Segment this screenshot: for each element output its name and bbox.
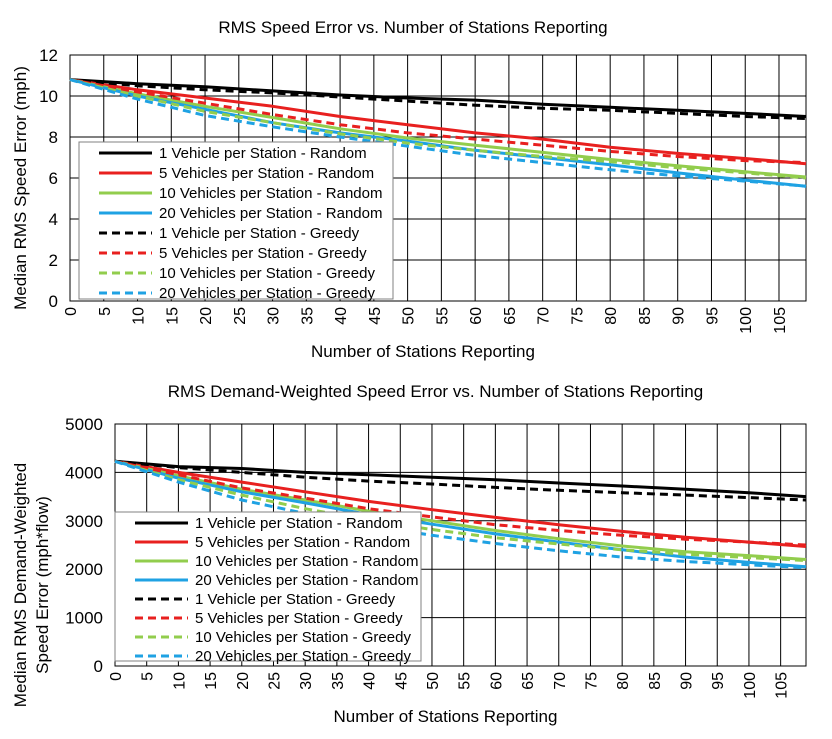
y-tick-label: 0: [49, 292, 58, 311]
x-tick-label: 10: [131, 307, 148, 325]
x-tick-label: 5: [140, 672, 157, 681]
x-axis-label: Number of Stations Reporting: [334, 707, 558, 726]
legend-label: 1 Vehicle per Station - Random: [159, 145, 367, 162]
x-tick-label: 65: [502, 307, 519, 325]
x-tick-label: 35: [330, 672, 347, 690]
series-line: [69, 78, 807, 118]
y-tick-label: 4: [49, 210, 58, 229]
x-tick-label: 45: [367, 307, 384, 325]
series-line: [69, 78, 807, 179]
x-tick-label: 15: [203, 672, 220, 690]
x-tick-label: 105: [772, 307, 789, 334]
x-tick-label: 95: [704, 307, 721, 325]
series-line: [114, 459, 807, 562]
x-tick-label: 10: [171, 672, 188, 690]
x-tick-label: 5: [97, 307, 114, 316]
series-line: [114, 459, 807, 570]
y-tick-label: 2000: [65, 560, 103, 579]
x-tick-label: 50: [401, 307, 418, 325]
series-line: [114, 459, 807, 569]
x-tick-label: 20: [235, 672, 252, 690]
x-tick-label: 0: [63, 307, 80, 316]
x-tick-label: 60: [468, 307, 485, 325]
x-tick-label: 85: [637, 307, 654, 325]
x-tick-label: 15: [164, 307, 181, 325]
legend-label: 10 Vehicles per Station - Random: [195, 553, 418, 570]
x-tick-label: 0: [108, 672, 125, 681]
x-tick-label: 35: [299, 307, 316, 325]
legend-label: 1 Vehicle per Station - Random: [195, 515, 403, 532]
x-tick-label: 80: [603, 307, 620, 325]
x-tick-label: 40: [362, 672, 379, 690]
y-axis-label: Speed Error (mph*flow): [33, 496, 52, 674]
legend-label: 20 Vehicles per Station - Random: [195, 572, 418, 589]
x-tick-label: 30: [266, 307, 283, 325]
x-tick-label: 100: [738, 307, 755, 334]
x-tick-label: 80: [615, 672, 632, 690]
x-tick-label: 55: [434, 307, 451, 325]
y-tick-label: 10: [39, 87, 58, 106]
y-tick-label: 2: [49, 251, 58, 270]
x-tick-label: 20: [198, 307, 215, 325]
series-line: [114, 459, 807, 548]
chart-title: RMS Demand-Weighted Speed Error vs. Numb…: [168, 382, 703, 401]
x-tick-label: 30: [298, 672, 315, 690]
legend-label: 20 Vehicles per Station - Greedy: [159, 285, 375, 302]
series-line: [114, 459, 807, 547]
x-tick-label: 65: [520, 672, 537, 690]
x-tick-label: 40: [333, 307, 350, 325]
y-tick-label: 12: [39, 46, 58, 65]
legend-label: 5 Vehicles per Station - Greedy: [159, 245, 367, 262]
x-tick-label: 90: [671, 307, 688, 325]
series-line: [114, 459, 807, 499]
y-tick-label: 6: [49, 169, 58, 188]
y-tick-label: 5000: [65, 415, 103, 434]
chart-title: RMS Speed Error vs. Number of Stations R…: [218, 18, 607, 37]
x-tick-label: 75: [583, 672, 600, 690]
y-tick-label: 0: [94, 657, 103, 676]
legend-label: 10 Vehicles per Station - Greedy: [159, 265, 375, 282]
y-tick-label: 4000: [65, 463, 103, 482]
legend-label: 5 Vehicles per Station - Random: [159, 165, 374, 182]
x-tick-label: 60: [488, 672, 505, 690]
x-tick-label: 100: [742, 672, 759, 699]
series-line: [69, 78, 807, 165]
x-tick-label: 75: [569, 307, 586, 325]
legend-label: 5 Vehicles per Station - Greedy: [195, 610, 403, 627]
legend-label: 5 Vehicles per Station - Random: [195, 534, 410, 551]
legend-label: 20 Vehicles per Station - Greedy: [195, 648, 411, 665]
x-tick-label: 50: [425, 672, 442, 690]
x-tick-label: 105: [774, 672, 791, 699]
x-tick-label: 85: [647, 672, 664, 690]
y-axis-label: Median RMS Demand-Weighted: [11, 463, 30, 707]
series-line: [69, 78, 807, 166]
x-tick-label: 55: [457, 672, 474, 690]
y-tick-label: 1000: [65, 609, 103, 628]
legend-label: 10 Vehicles per Station - Greedy: [195, 629, 411, 646]
x-axis-label: Number of Stations Reporting: [311, 342, 535, 361]
legend-label: 20 Vehicles per Station - Random: [159, 205, 382, 222]
y-axis-label: Median RMS Speed Error (mph): [11, 66, 30, 310]
series-line: [69, 78, 807, 180]
x-tick-label: 25: [266, 672, 283, 690]
x-tick-label: 70: [536, 307, 553, 325]
y-tick-label: 8: [49, 128, 58, 147]
x-tick-label: 25: [232, 307, 249, 325]
y-tick-label: 3000: [65, 512, 103, 531]
x-tick-label: 70: [552, 672, 569, 690]
x-tick-label: 90: [679, 672, 696, 690]
legend-label: 1 Vehicle per Station - Greedy: [195, 591, 396, 608]
x-tick-label: 45: [393, 672, 410, 690]
x-tick-label: 95: [710, 672, 727, 690]
series-line: [69, 78, 807, 120]
series-line: [69, 78, 807, 188]
legend-label: 10 Vehicles per Station - Random: [159, 185, 382, 202]
legend-label: 1 Vehicle per Station - Greedy: [159, 225, 360, 242]
